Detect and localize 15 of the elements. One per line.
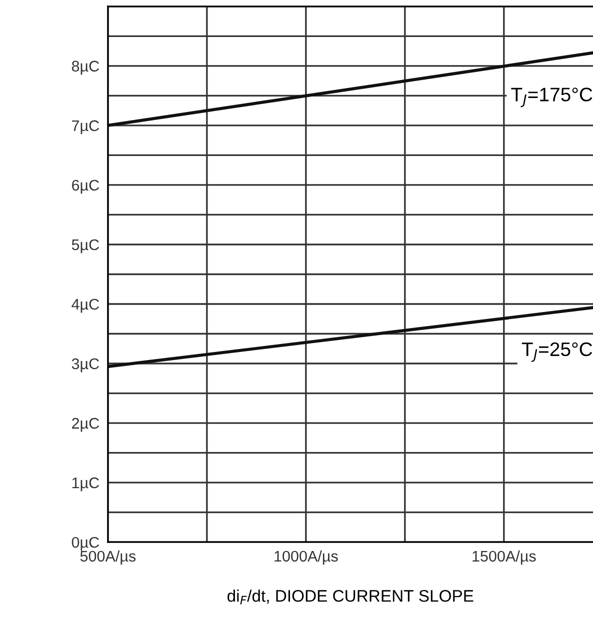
x-axis-title: di$_{F}$/dt, DIODE CURRENT SLOPE <box>227 590 474 604</box>
series-label: T$_{J}$=175°C <box>511 88 592 108</box>
y-tick-label: 8µC <box>72 60 100 75</box>
y-tick-label: 0µC <box>72 536 100 551</box>
x-tick-label: 1000A/µs <box>274 550 338 565</box>
y-tick-label: 2µC <box>72 418 100 432</box>
series-label: T$_{J}$=25°C <box>522 342 592 362</box>
y-tick-label: 1µC <box>72 477 100 492</box>
y-tick-label: 4µC <box>72 298 100 313</box>
y-tick-label: 5µC <box>72 239 100 254</box>
x-tick-label: 1500A/µs <box>472 550 536 565</box>
y-tick-label: 7µC <box>72 120 100 134</box>
y-tick-label: 3µC <box>72 358 100 372</box>
y-tick-label: 6µC <box>72 180 100 194</box>
x-tick-label: 500A/µs <box>80 550 136 565</box>
